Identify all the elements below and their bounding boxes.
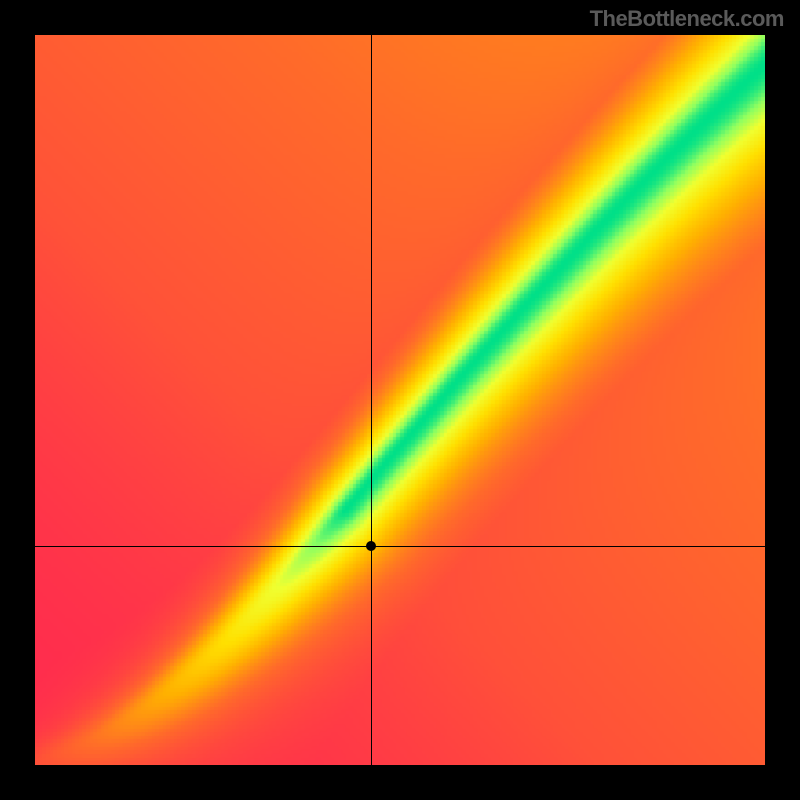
- watermark-text: TheBottleneck.com: [590, 6, 784, 32]
- crosshair-horizontal: [35, 546, 765, 547]
- crosshair-marker: [366, 541, 376, 551]
- heatmap-canvas: [35, 35, 765, 765]
- bottleneck-heatmap: [35, 35, 765, 765]
- crosshair-vertical: [371, 35, 372, 765]
